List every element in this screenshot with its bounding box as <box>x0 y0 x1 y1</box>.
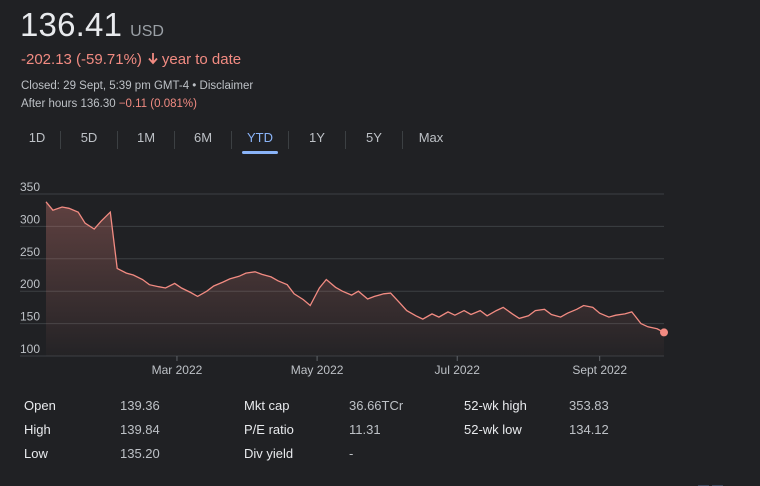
price-change: -202.13 (-59.71%) year to date <box>21 51 241 68</box>
stat-label: 52-wk low <box>464 422 522 437</box>
current-price: 136.41 <box>20 6 123 43</box>
quote-header: 136.41 USD <box>20 6 164 44</box>
stat-label: Div yield <box>244 446 294 461</box>
y-tick-label: 350 <box>20 180 40 194</box>
currency-label: USD <box>130 23 164 40</box>
x-tick-label: Mar 2022 <box>152 363 203 377</box>
price-chart[interactable]: 350 300 250 200 150 100 Mar 2022 May 2022 Jul 2… <box>0 180 760 380</box>
tab-ytd[interactable]: YTD <box>232 126 288 154</box>
tab-max[interactable]: Max <box>418 130 444 145</box>
price-area <box>46 201 664 356</box>
stat-label: 52-wk high <box>464 398 527 413</box>
after-hours-change: −0.11 (0.081%) <box>118 98 197 110</box>
stat-value: 36.66TCr <box>349 398 404 413</box>
tab-6m[interactable]: 6M <box>193 130 213 145</box>
y-tick-label: 200 <box>20 277 40 291</box>
tab-1y[interactable]: 1Y <box>309 130 325 145</box>
change-value: -202.13 (-59.71%) <box>21 51 142 68</box>
stat-value: 11.31 <box>349 422 381 437</box>
arrow-down-icon <box>148 52 158 68</box>
x-tick-label: May 2022 <box>291 363 344 377</box>
current-point <box>660 328 668 337</box>
stat-value: 134.12 <box>569 422 609 437</box>
tab-1m[interactable]: 1M <box>136 130 156 145</box>
tab-1d[interactable]: 1D <box>28 130 46 145</box>
stat-value: 139.84 <box>120 422 160 437</box>
tab-5d[interactable]: 5D <box>80 130 98 145</box>
stat-label: Mkt cap <box>244 398 290 413</box>
after-hours-info: After hours 136.30 −0.11 (0.081%) <box>21 98 197 110</box>
x-tick-label: Jul 2022 <box>435 363 481 377</box>
stat-value: - <box>349 446 354 461</box>
stat-label: High <box>24 422 51 437</box>
stat-value: 135.20 <box>120 446 160 461</box>
tab-separator <box>288 131 289 149</box>
tab-separator <box>60 131 61 149</box>
stat-label: Low <box>24 446 48 461</box>
stat-label: P/E ratio <box>244 422 294 437</box>
change-period: year to date <box>161 51 242 68</box>
range-tabs: 1D 5D 1M 6M YTD 1Y 5Y Max <box>14 126 459 154</box>
tab-separator <box>345 131 346 149</box>
more-link[interactable]: — — <box>698 480 724 486</box>
tab-separator <box>402 131 403 149</box>
stat-label: Open <box>24 398 56 413</box>
tab-5y[interactable]: 5Y <box>366 130 382 145</box>
y-tick-label: 150 <box>20 310 40 324</box>
y-tick-label: 100 <box>20 342 40 356</box>
y-tick-label: 250 <box>20 245 40 259</box>
stat-value: 139.36 <box>120 398 160 413</box>
stat-value: 353.83 <box>569 398 609 413</box>
price-line <box>45 201 665 333</box>
tab-separator <box>174 131 175 149</box>
after-hours-label: After hours 136.30 <box>21 98 116 110</box>
y-tick-label: 300 <box>20 212 40 226</box>
x-tick-label: Sept 2022 <box>572 363 627 377</box>
closed-info: Closed: 29 Sept, 5:39 pm GMT-4 • Disclai… <box>21 80 254 92</box>
tab-separator <box>117 131 118 149</box>
